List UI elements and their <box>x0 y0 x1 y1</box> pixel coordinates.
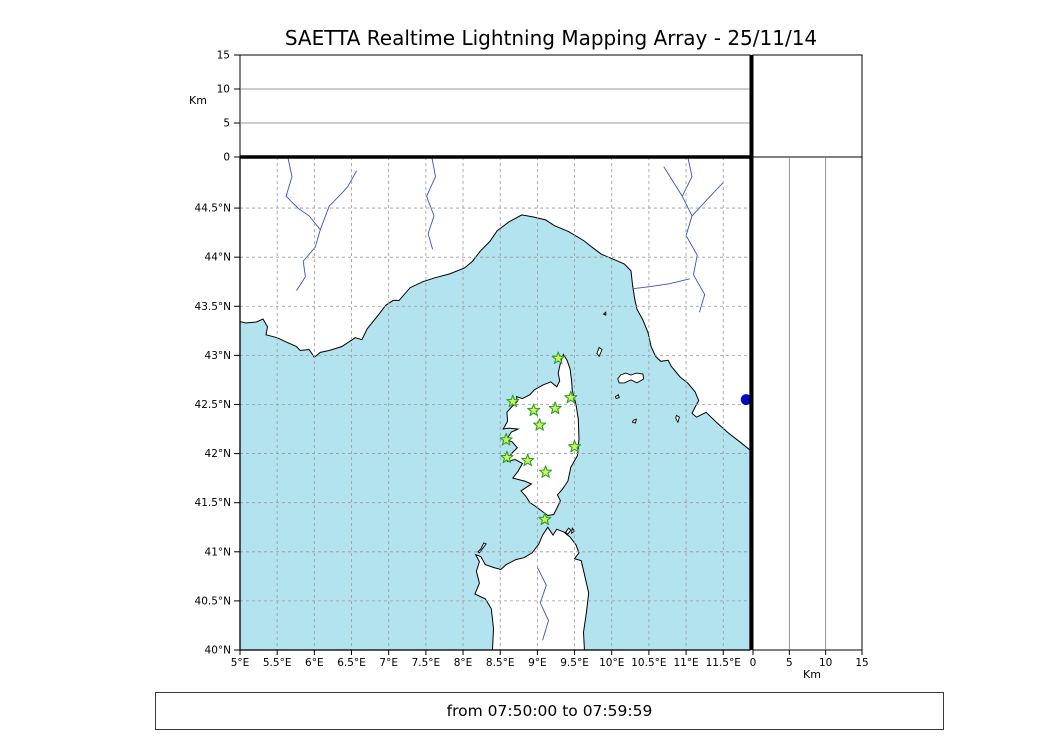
river <box>285 157 321 291</box>
coastline-island <box>617 372 645 384</box>
time-range-bar: from 07:50:00 to 07:59:59 <box>155 692 944 730</box>
lat-tick-label: 44°N <box>205 252 231 264</box>
alt-tick-label: 0 <box>223 152 230 164</box>
station-marker <box>527 403 541 417</box>
figure-title: SAETTA Realtime Lightning Mapping Array … <box>284 26 818 50</box>
lon-tick-label: 10.5°E <box>631 657 666 669</box>
altitude-axis-label: Km <box>189 94 207 107</box>
coastline-island <box>596 346 603 358</box>
lon-tick-label: 7°E <box>379 657 398 669</box>
lat-tick-label: 42.5°N <box>195 399 231 411</box>
river <box>691 182 724 217</box>
lat-tick-label: 44.5°N <box>195 203 231 215</box>
coastline-sardinia <box>474 526 590 650</box>
altitude-axis-label: Km <box>803 668 821 681</box>
alt-tick-label: 10 <box>819 657 832 669</box>
river <box>426 157 436 250</box>
coastline-island <box>631 418 637 424</box>
station-marker <box>533 418 547 431</box>
station-marker <box>548 401 562 415</box>
coastline-island <box>614 393 620 400</box>
station-marker <box>506 394 520 408</box>
alt-tick-label: 15 <box>217 50 230 62</box>
lon-tick-label: 7.5°E <box>412 657 441 669</box>
lat-tick-label: 42°N <box>205 448 231 460</box>
lon-tick-label: 10°E <box>599 657 624 669</box>
coastline-island <box>675 414 680 424</box>
edge-data-point <box>740 394 750 406</box>
map-panel <box>240 157 750 650</box>
lon-tick-label: 9°E <box>528 657 547 669</box>
station-marker <box>539 465 553 478</box>
lat-tick-label: 41°N <box>205 546 231 558</box>
station-marker <box>521 453 535 467</box>
lat-tick-label: 40.5°N <box>195 595 231 607</box>
river <box>663 166 683 197</box>
station-marker <box>500 450 514 464</box>
coastline-continent <box>240 157 750 451</box>
lat-tick-label: 43.5°N <box>195 301 231 313</box>
river <box>319 192 343 230</box>
lon-tick-label: 5°E <box>231 657 250 669</box>
lon-tick-label: 11°E <box>673 657 698 669</box>
alt-tick-label: 5 <box>786 657 793 669</box>
lat-tick-label: 41.5°N <box>195 497 231 509</box>
lon-tick-label: 6.5°E <box>337 657 366 669</box>
lon-tick-label: 8.5°E <box>486 657 515 669</box>
alt-tick-label: 10 <box>217 84 230 96</box>
lon-tick-label: 9.5°E <box>560 657 589 669</box>
alt-tick-label: 0 <box>750 657 757 669</box>
lon-tick-label: 6°E <box>305 657 324 669</box>
coastline-island <box>602 311 607 316</box>
river <box>633 278 690 290</box>
alt-tick-label: 5 <box>223 118 230 130</box>
alt-lon-panel <box>239 54 751 158</box>
coastline-corsica <box>502 353 580 517</box>
lon-tick-label: 11.5°E <box>706 657 741 669</box>
lon-tick-label: 8°E <box>454 657 473 669</box>
station-marker <box>551 351 565 364</box>
coastline-island <box>571 527 576 535</box>
lat-tick-label: 40°N <box>205 645 231 657</box>
coastline-island <box>564 527 572 535</box>
alt-tick-label: 15 <box>855 657 868 669</box>
coastline-island <box>477 542 487 554</box>
station-marker <box>568 439 582 453</box>
corner-panel <box>752 54 863 158</box>
alt-lat-panel <box>752 156 863 651</box>
time-range-text: from 07:50:00 to 07:59:59 <box>446 702 653 720</box>
station-marker <box>499 432 513 446</box>
river <box>536 567 549 641</box>
station-marker <box>538 512 552 526</box>
station-marker <box>564 390 578 404</box>
river <box>342 170 358 193</box>
lat-tick-label: 43°N <box>205 350 231 362</box>
lon-tick-label: 5.5°E <box>263 657 292 669</box>
